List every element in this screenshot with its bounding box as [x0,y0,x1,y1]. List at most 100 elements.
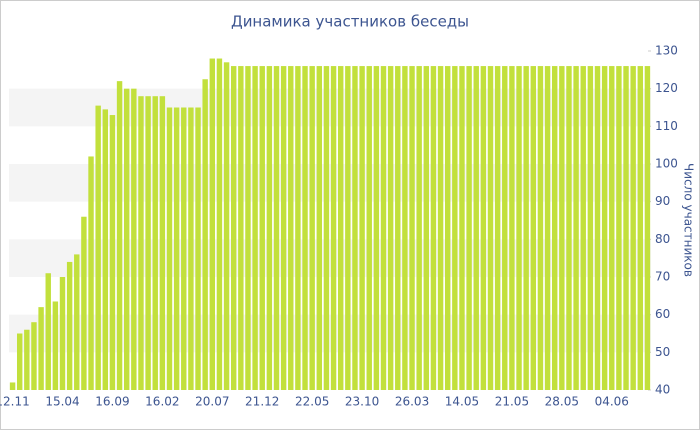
bar [31,322,37,390]
bar [309,66,315,391]
bar [480,66,487,391]
bar [38,307,44,390]
bar [259,66,265,391]
bar [473,66,479,391]
bar [423,66,430,391]
bar [437,66,444,391]
bar [551,66,558,391]
bar [273,66,280,391]
x-tick-label: 23.10 [345,395,379,409]
bar [181,107,187,390]
y-tick-label: 90 [655,194,670,208]
x-tick-label: 20.07 [195,395,229,409]
bar [288,66,294,391]
bar [195,107,201,390]
bar [616,66,622,391]
bar [202,79,208,390]
grid-band [9,314,651,353]
bar [280,66,287,391]
bar [430,66,437,391]
bar [580,66,586,391]
bar [188,107,194,390]
bar [530,66,537,391]
bar [609,66,615,391]
y-tick-label: 50 [655,345,670,359]
bar [630,66,636,391]
bar [509,66,515,391]
bar [52,301,59,390]
bar [9,382,16,390]
bar [24,329,30,390]
bar [238,66,244,391]
bar [359,66,365,391]
bar [245,66,251,391]
x-tick-label: 21.12 [245,395,279,409]
bar [345,66,351,391]
bar [544,66,551,391]
bar [209,58,216,391]
bar [601,66,608,391]
bar [459,66,465,391]
bar [45,273,51,390]
background [9,88,651,353]
x-tick-label: 16.02 [145,395,179,409]
bar [559,66,565,391]
y-tick-label: 80 [655,232,670,246]
y-tick-label: 110 [655,119,678,133]
bar [373,66,380,391]
bar [444,66,451,391]
bar [66,261,73,390]
x-tick-label: 15.04 [45,395,79,409]
bar [487,66,494,391]
bar [138,96,144,390]
bar [573,66,579,391]
bar [173,107,180,390]
bar [523,66,529,391]
bar [380,66,387,391]
bar [502,66,508,391]
chart-title: Динамика участников беседы [231,13,469,31]
bar [159,96,166,390]
bar [223,62,230,391]
bar [516,66,522,391]
bar [74,254,80,390]
y-tick-label: 40 [655,383,670,397]
bar [644,66,651,391]
bar [302,66,308,391]
grid-band [9,239,651,277]
bar [230,66,237,391]
x-tick-label: 21.05 [495,395,529,409]
bar [16,333,23,390]
y-tick-label: 60 [655,307,670,321]
bar [416,66,422,391]
bar [123,88,130,391]
bar [352,66,358,391]
x-tick-label: 16.09 [95,395,129,409]
bar [131,88,137,391]
bar [81,216,87,390]
x-tick-label: 26.03 [395,395,429,409]
bar [587,66,594,391]
bar [166,107,173,390]
bar [109,115,116,391]
x-tick-label: 14.05 [445,395,479,409]
y-tick-label: 120 [655,81,678,95]
bar [366,66,372,391]
bar [323,66,330,391]
bar [152,96,158,390]
bar [252,66,258,391]
bar [409,66,415,391]
grid-band [9,164,651,202]
bar [594,66,601,391]
bar [402,66,408,391]
bar [466,66,472,391]
bar [316,66,323,391]
x-tick-label: 12.11 [0,395,30,409]
bar [266,66,273,391]
bar [395,66,401,391]
y-axis-label: Число участников [682,163,696,277]
bar [537,66,544,391]
bar [216,58,223,391]
grid-band [9,88,651,127]
bar [494,66,501,391]
